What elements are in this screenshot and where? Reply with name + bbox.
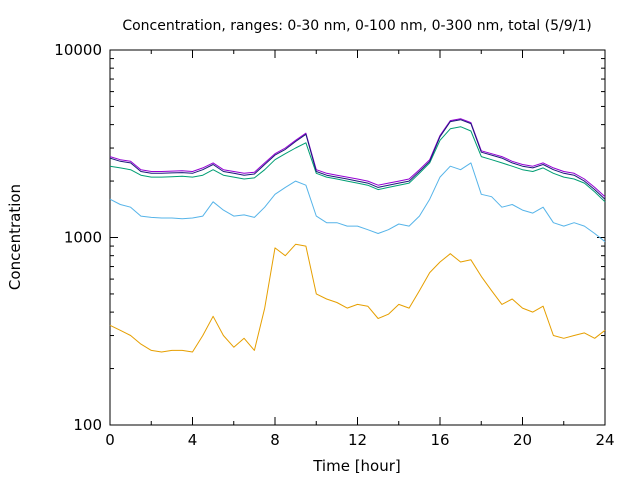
chart-title: Concentration, ranges: 0-30 nm, 0-100 nm…	[122, 18, 591, 34]
x-tick-label: 4	[188, 431, 198, 449]
y-tick-label: 10000	[54, 41, 102, 59]
y-axis-label: Concentration	[6, 184, 24, 290]
series-line-4	[109, 118, 606, 198]
x-tick-label: 12	[348, 431, 367, 449]
series-line-5	[109, 119, 606, 200]
x-tick-label: 0	[105, 431, 115, 449]
x-tick-label: 24	[595, 431, 614, 449]
series-line-3	[109, 126, 606, 203]
x-tick-label: 20	[513, 431, 532, 449]
plot-area-frame	[109, 49, 606, 426]
x-tick-label: 16	[430, 431, 449, 449]
y-tick-label: 100	[73, 416, 102, 434]
series-lines	[109, 118, 606, 353]
x-tick-label: 8	[270, 431, 280, 449]
axis-ticks: 0 4 8 12 16 20 24 100 1000 10000	[54, 41, 614, 449]
x-axis-label: Time [hour]	[312, 457, 401, 475]
series-line-2	[109, 162, 606, 243]
y-tick-label: 1000	[64, 229, 102, 247]
series-line-1	[109, 243, 606, 353]
